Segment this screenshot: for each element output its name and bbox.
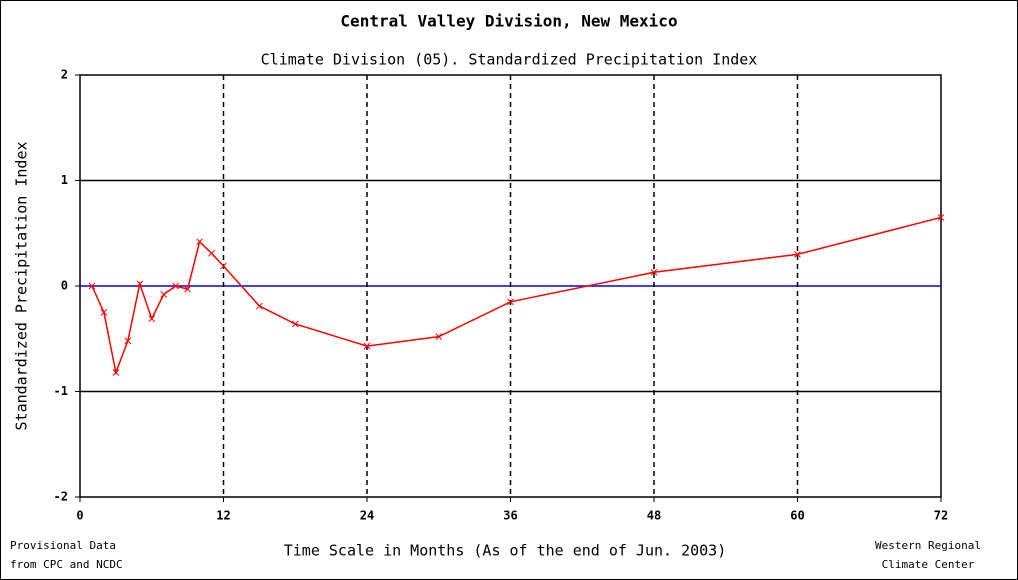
point-marker (256, 302, 263, 310)
point-marker (208, 249, 215, 257)
x-tick-label: 72 (934, 509, 948, 523)
right-note: Western Regional (875, 539, 981, 552)
point-marker (148, 315, 156, 323)
x-tick-label: 36 (503, 509, 517, 523)
point-marker (363, 342, 371, 350)
y-tick-label: -2 (54, 490, 68, 504)
point-marker (794, 250, 801, 258)
y-tick-label: 2 (61, 68, 68, 82)
x-tick-label: 0 (76, 509, 83, 523)
left-note: from CPC and NCDC (10, 558, 123, 571)
point-marker (937, 214, 945, 221)
point-marker (196, 238, 203, 246)
right-note: Climate Center (882, 558, 975, 571)
x-tick-label: 24 (360, 509, 374, 523)
x-tick-label: 12 (216, 509, 230, 523)
y-tick-label: -1 (54, 384, 68, 398)
point-marker (220, 262, 227, 270)
chart-subtitle: Climate Division (05). Standardized Prec… (261, 51, 758, 69)
point-marker (172, 282, 180, 290)
point-marker (136, 280, 144, 288)
data-line (91, 216, 942, 376)
point-marker (100, 309, 108, 316)
point-marker (291, 320, 299, 328)
point-marker (507, 298, 514, 306)
x-axis-label: Time Scale in Months (As of the end of J… (284, 542, 727, 560)
point-marker (650, 268, 658, 276)
y-tick-label: 1 (61, 173, 68, 187)
point-marker (435, 333, 443, 340)
chart-title: Central Valley Division, New Mexico (340, 12, 677, 31)
y-tick-label: 0 (61, 279, 68, 293)
left-note: Provisional Data (10, 539, 116, 552)
point-marker (184, 285, 191, 293)
point-marker (124, 337, 132, 345)
point-marker (160, 291, 168, 298)
point-marker (112, 369, 120, 376)
point-marker (88, 282, 96, 290)
y-axis-label: Standardized Precipitation Index (13, 142, 31, 431)
x-tick-label: 60 (790, 509, 804, 523)
x-tick-label: 48 (647, 509, 661, 523)
